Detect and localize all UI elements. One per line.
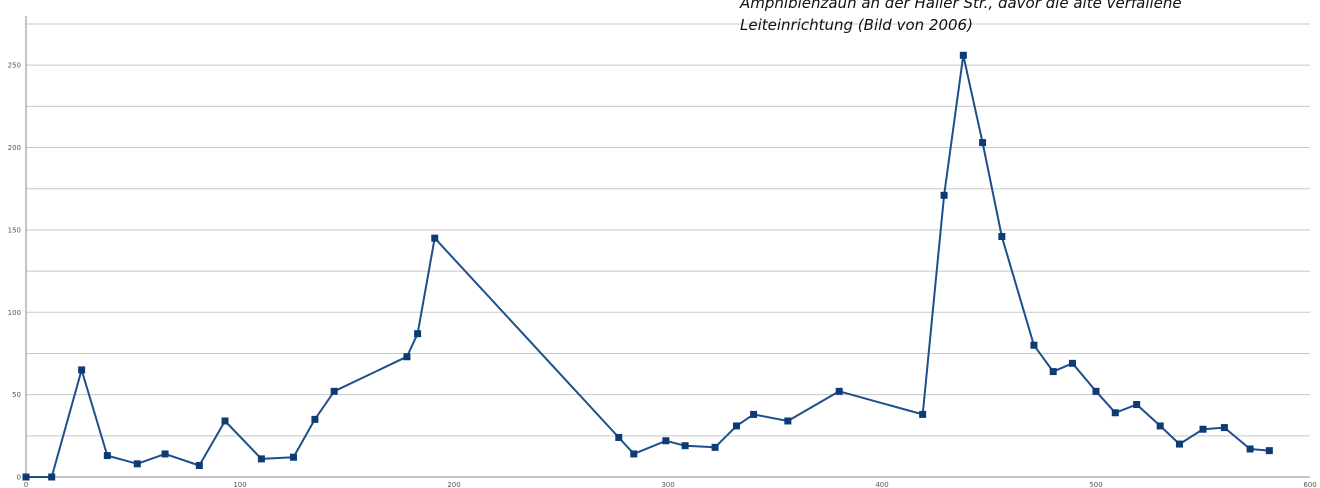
data-point — [1265, 447, 1273, 455]
data-point — [1156, 422, 1164, 430]
data-point — [431, 234, 439, 242]
data-point — [1175, 440, 1183, 448]
data-point — [1092, 387, 1100, 395]
grid-lines — [26, 23, 1310, 478]
data-point — [681, 442, 689, 450]
y-tick-label: 0 — [17, 474, 21, 482]
x-tick-label: 200 — [447, 481, 460, 488]
data-point — [48, 473, 56, 481]
data-point — [998, 232, 1006, 240]
x-tick-label: 400 — [875, 481, 888, 488]
data-point — [1220, 424, 1228, 432]
data-point — [979, 139, 987, 147]
data-point — [615, 433, 623, 441]
data-point — [1111, 409, 1119, 417]
data-point — [662, 437, 670, 445]
data-point — [311, 415, 319, 423]
data-point — [1030, 341, 1038, 349]
data-point — [290, 453, 297, 461]
data-point — [1068, 359, 1076, 367]
data-point — [919, 410, 927, 418]
data-point — [784, 417, 792, 425]
data-point — [133, 460, 141, 468]
data-point — [403, 353, 411, 361]
data-point — [22, 473, 30, 481]
tick-labels: 0 50 100 150 200 250 0 100 200 300 400 500 600 — [8, 62, 1317, 488]
x-tick-label: 600 — [1303, 481, 1316, 488]
data-point — [195, 461, 203, 469]
data-point — [103, 452, 111, 460]
data-point — [330, 387, 338, 395]
x-tick-label: 100 — [233, 481, 246, 488]
data-point — [1199, 425, 1207, 433]
data-point — [940, 191, 948, 199]
y-tick-label: 50 — [12, 391, 21, 399]
data-point — [221, 417, 229, 425]
axes — [25, 16, 1310, 478]
data-point — [835, 387, 843, 395]
data-point — [78, 366, 86, 374]
data-point — [1133, 401, 1141, 409]
data-point — [257, 455, 265, 463]
data-point — [711, 443, 719, 451]
y-tick-label: 150 — [8, 226, 21, 234]
data-point — [750, 410, 758, 418]
series-polyline — [26, 54, 1270, 478]
image-caption: Amphibienzaun an der Haller Str., davor … — [740, 0, 1182, 34]
series-line — [26, 54, 1270, 478]
y-tick-label: 250 — [8, 62, 21, 70]
data-point — [414, 330, 422, 338]
x-tick-label: 500 — [1089, 481, 1102, 488]
data-markers — [22, 51, 1273, 481]
data-point — [1049, 368, 1057, 376]
data-point — [959, 51, 967, 59]
x-tick-label: 300 — [661, 481, 674, 488]
y-tick-label: 200 — [8, 144, 21, 152]
y-tick-label: 100 — [8, 309, 21, 317]
data-point — [630, 450, 638, 458]
data-point — [161, 450, 169, 458]
x-tick-label: 0 — [24, 481, 28, 488]
data-point — [1246, 445, 1254, 453]
data-point — [732, 422, 740, 430]
